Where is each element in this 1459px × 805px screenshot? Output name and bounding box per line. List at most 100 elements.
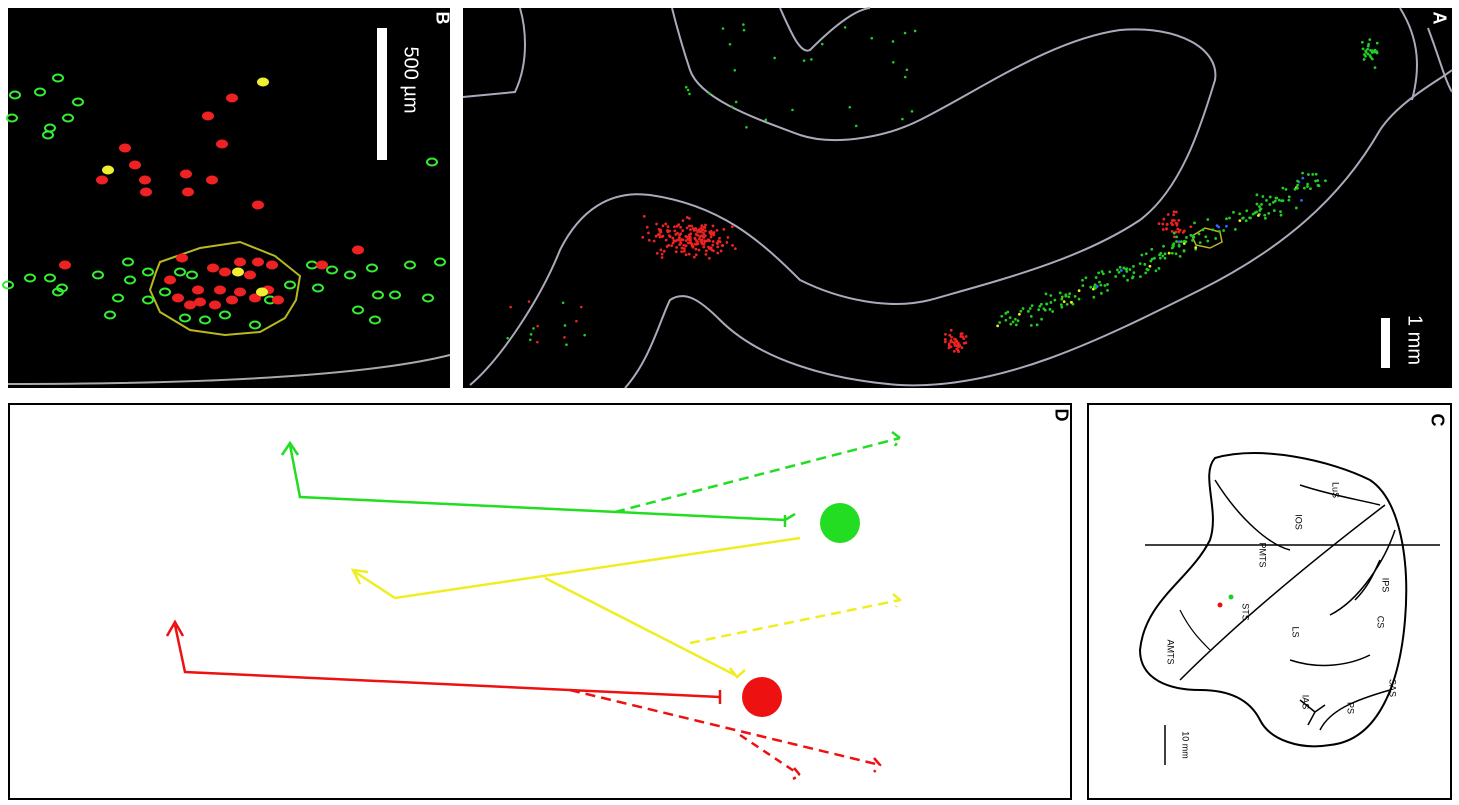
cell-dot: [820, 42, 824, 46]
cell-dot: [1064, 294, 1068, 298]
cell-dot: [696, 230, 699, 234]
cell-marker: [6, 113, 18, 123]
cell-dot: [1175, 240, 1178, 243]
cell-dot: [1131, 276, 1134, 280]
scale-label: 10 mm: [1181, 731, 1191, 759]
cell-dot: [716, 251, 720, 255]
cell-dot: [1170, 219, 1174, 222]
cell-marker: [62, 113, 74, 123]
cell-dot: [716, 245, 720, 249]
cell-dot: [1163, 256, 1167, 260]
cell-dot: [1161, 254, 1165, 258]
cell-dot: [708, 239, 711, 243]
cell-dot: [1176, 227, 1180, 231]
cell-dot: [715, 241, 719, 245]
cell-marker: [59, 260, 71, 270]
cell-dot: [700, 241, 704, 245]
cell-dot: [689, 228, 692, 232]
cell-dot: [1060, 297, 1064, 301]
cell-dot: [1178, 240, 1181, 244]
cell-dot: [1081, 284, 1085, 287]
cell-dot: [810, 58, 813, 61]
cell-dot: [1259, 207, 1263, 211]
cell-dot: [1189, 233, 1193, 237]
cell-dot: [1004, 311, 1008, 315]
cell-dot: [870, 36, 874, 40]
cell-dot: [1067, 295, 1071, 299]
cell-dot: [955, 347, 959, 351]
cell-dot: [1019, 309, 1023, 313]
cell-dot: [854, 124, 858, 128]
cell-dot: [529, 333, 533, 336]
cell-dot: [685, 226, 689, 230]
cell-marker: [244, 270, 256, 280]
cell-dot: [1324, 179, 1327, 183]
cell-dot: [1122, 274, 1126, 278]
sulcus-label: PS: [1346, 702, 1356, 714]
cell-dot: [1158, 253, 1161, 257]
cell-dot: [952, 349, 956, 353]
cell-dot: [1095, 285, 1099, 288]
injection-site: [1228, 594, 1234, 600]
cell-dot: [715, 229, 719, 232]
cell-dot: [722, 227, 726, 231]
cell-dot: [950, 335, 953, 339]
cell-dot: [679, 232, 683, 236]
cell-dot: [910, 110, 914, 113]
cell-dot: [679, 225, 682, 229]
cell-dot: [953, 341, 956, 345]
panel-label: C: [1427, 414, 1447, 427]
cell-marker: [404, 260, 416, 270]
axon-branch: [614, 431, 902, 514]
cell-dot: [949, 338, 953, 342]
cell-dot: [1038, 304, 1042, 308]
cell-dot: [1177, 218, 1181, 222]
cell-dot: [536, 340, 539, 344]
cell-dot: [1238, 219, 1242, 222]
cell-marker: [124, 275, 136, 285]
cell-dot: [1157, 267, 1161, 270]
cell-dot: [662, 249, 666, 253]
cell-dot: [671, 236, 675, 240]
cell-dot: [891, 40, 895, 43]
cell-dot: [1040, 317, 1043, 321]
cell-marker: [184, 300, 196, 310]
cell-marker: [182, 187, 194, 197]
cell-marker: [176, 253, 188, 263]
cell-dot: [1029, 323, 1033, 327]
cell-dot: [703, 240, 707, 244]
cell-dot: [1307, 173, 1310, 176]
cell-dot: [947, 346, 951, 350]
cell-dot: [764, 118, 768, 122]
cell-marker: [257, 77, 269, 87]
sulcus: [1319, 689, 1391, 731]
cell-dot: [702, 232, 705, 235]
cell-dot: [688, 92, 691, 96]
cell-dot: [843, 26, 847, 29]
cell-dot: [694, 247, 698, 251]
cell-dot: [694, 232, 698, 236]
cell-dot: [1166, 213, 1170, 216]
cell-dot: [700, 238, 704, 242]
cell-dot: [1140, 253, 1144, 257]
cell-marker: [352, 245, 364, 255]
cell-dot: [1162, 244, 1165, 248]
cell-marker: [104, 310, 116, 320]
cell-dot: [1042, 307, 1046, 311]
cell-marker: [72, 97, 84, 107]
cell-dot: [1060, 295, 1064, 299]
cell-dot: [1311, 172, 1315, 176]
cell-dot: [1000, 314, 1004, 318]
cell-dot: [1060, 305, 1064, 309]
cell-dot: [697, 248, 701, 252]
cell-dot: [905, 68, 909, 72]
cell-dot: [658, 233, 661, 236]
cell-dot: [1232, 210, 1235, 214]
cell-dot: [654, 234, 658, 238]
cell-dot: [686, 237, 690, 241]
cell-dot: [697, 237, 701, 241]
projection-diagram: [165, 431, 902, 781]
cell-marker: [252, 200, 264, 210]
cell-marker: [249, 320, 261, 330]
cell-dot: [960, 346, 964, 350]
